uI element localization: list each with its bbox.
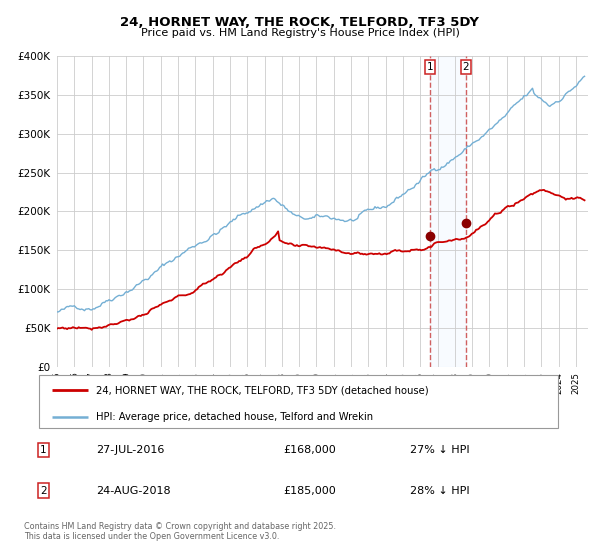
Text: 2: 2: [463, 62, 469, 72]
Bar: [430, 56, 466, 367]
Text: £168,000: £168,000: [283, 445, 336, 455]
Text: 1: 1: [40, 445, 47, 455]
Text: 24, HORNET WAY, THE ROCK, TELFORD, TF3 5DY (detached house): 24, HORNET WAY, THE ROCK, TELFORD, TF3 5…: [96, 385, 429, 395]
Text: 1: 1: [427, 62, 433, 72]
Text: Contains HM Land Registry data © Crown copyright and database right 2025.
This d: Contains HM Land Registry data © Crown c…: [24, 522, 336, 542]
Text: Price paid vs. HM Land Registry's House Price Index (HPI): Price paid vs. HM Land Registry's House …: [140, 28, 460, 38]
Text: 2: 2: [40, 486, 47, 496]
Text: 24, HORNET WAY, THE ROCK, TELFORD, TF3 5DY: 24, HORNET WAY, THE ROCK, TELFORD, TF3 5…: [121, 16, 479, 29]
Text: 28% ↓ HPI: 28% ↓ HPI: [410, 486, 470, 496]
Text: HPI: Average price, detached house, Telford and Wrekin: HPI: Average price, detached house, Telf…: [96, 412, 373, 422]
Text: £185,000: £185,000: [283, 486, 336, 496]
Text: 27-JUL-2016: 27-JUL-2016: [96, 445, 164, 455]
Text: 27% ↓ HPI: 27% ↓ HPI: [410, 445, 470, 455]
Text: 24-AUG-2018: 24-AUG-2018: [96, 486, 170, 496]
